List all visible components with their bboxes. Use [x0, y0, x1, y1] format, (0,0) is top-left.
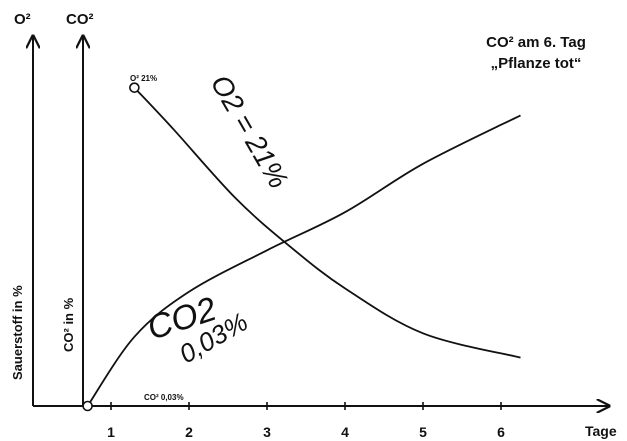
x-tick-label: 2	[185, 424, 193, 440]
x-tick-label: 1	[107, 424, 115, 440]
o2-start-label: O² 21%	[130, 74, 157, 83]
series-line-co2	[86, 114, 521, 407]
x-tick-label: 4	[341, 424, 349, 440]
series-start-point-o2	[129, 82, 140, 93]
series-line-o2	[133, 87, 521, 359]
y-axis-co2-side-label: CO² in %	[61, 297, 76, 352]
y-axis-o2-top-label: O²	[14, 11, 31, 28]
series-start-point-co2	[82, 400, 93, 412]
y-axis-co2-top-label: CO²	[66, 11, 94, 28]
x-tick-label: 5	[419, 424, 427, 440]
x-tick-label: 3	[263, 424, 271, 440]
series-layer	[82, 82, 521, 412]
y-axis-o2-side-label: Sauerstoff in %	[10, 285, 25, 380]
x-ticks: 1 2 3 4 5 6	[107, 402, 505, 440]
x-axis-label: Tage	[585, 423, 617, 439]
chart-title-line1: CO² am 6. Tag	[486, 34, 586, 51]
x-tick-label: 6	[497, 424, 505, 440]
o2-handwritten-label: O2 = 21%	[205, 70, 295, 194]
chart-title-line2: „Pflanze tot“	[491, 55, 582, 72]
co2-start-label: CO² 0,03%	[144, 393, 184, 402]
